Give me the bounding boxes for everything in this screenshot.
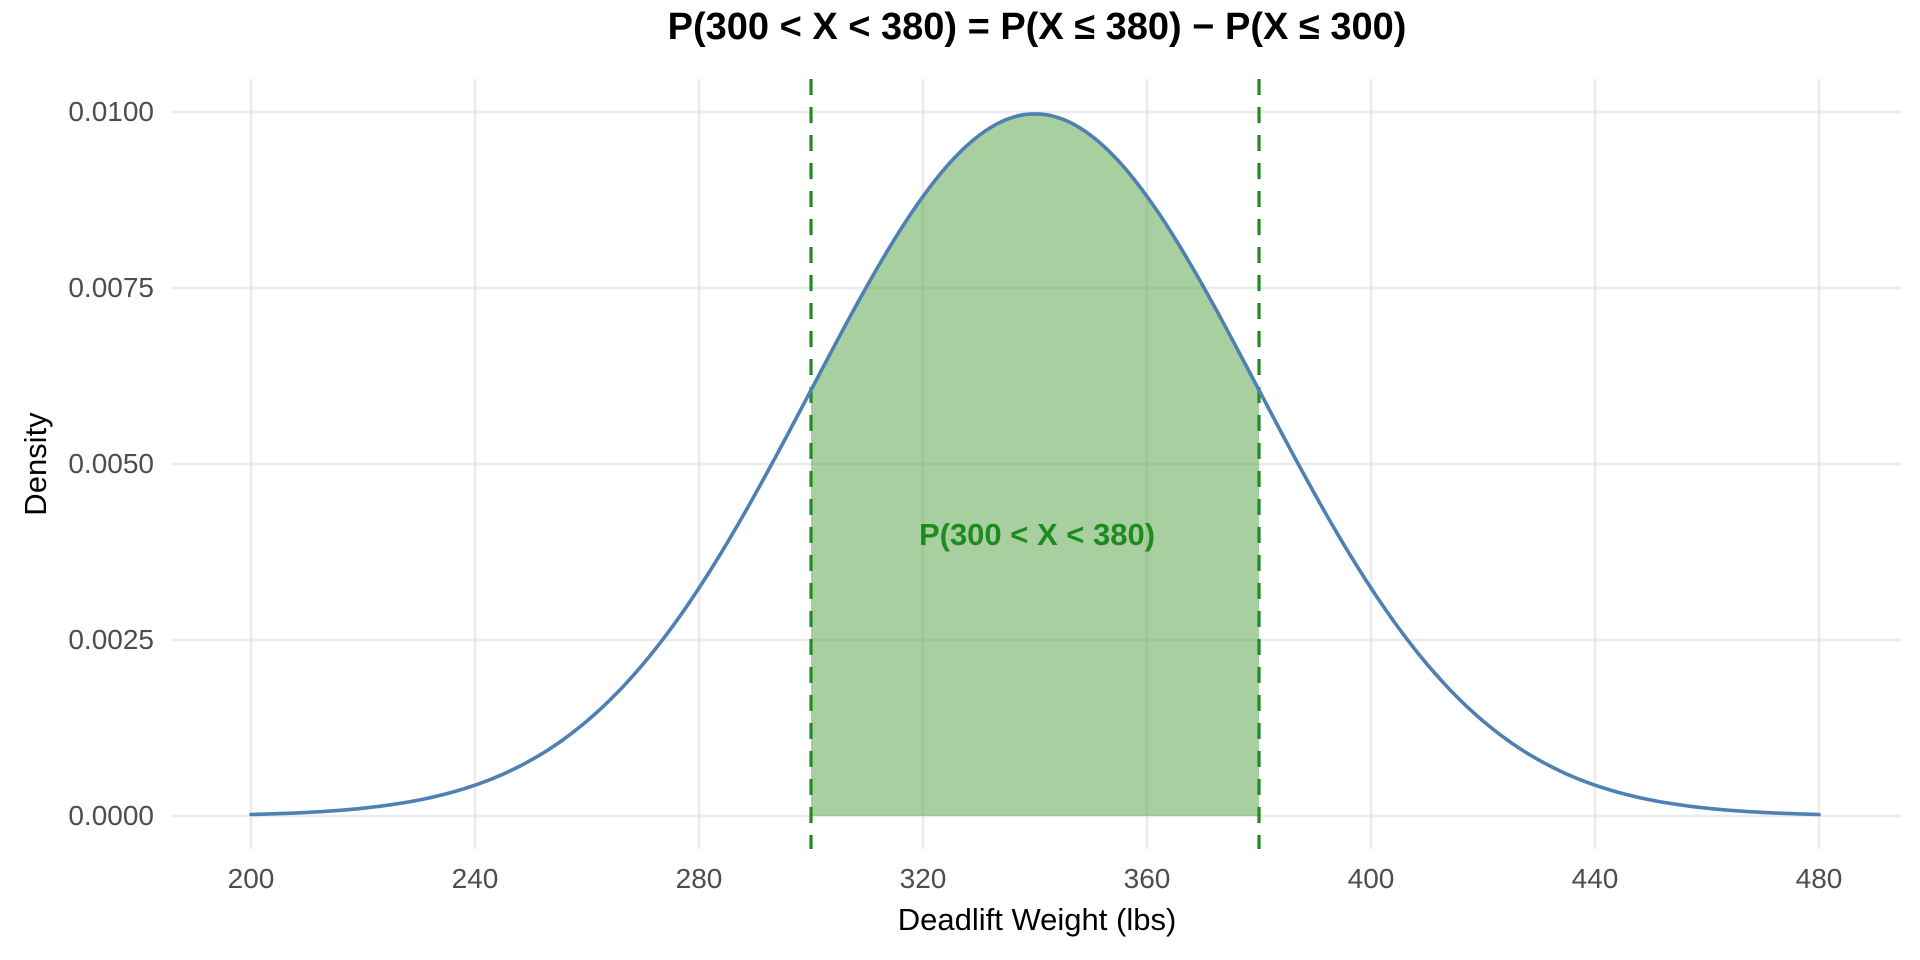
density-curve bbox=[249, 112, 1821, 817]
x-tick-label: 280 bbox=[675, 863, 723, 894]
x-tick-label: 440 bbox=[1571, 863, 1619, 894]
x-axis-title: Deadlift Weight (lbs) bbox=[897, 902, 1177, 937]
shaded-area bbox=[811, 113, 1259, 816]
x-tick-label: 400 bbox=[1347, 863, 1395, 894]
plot-title: P(300 < X < 380) = P(X ≤ 380) − P(X ≤ 30… bbox=[667, 6, 1407, 48]
x-tick-label: 240 bbox=[451, 863, 499, 894]
x-tick-label: 360 bbox=[1123, 863, 1171, 894]
shaded-region-label: P(300 < X < 380) bbox=[918, 517, 1156, 552]
y-tick-label: 0.0000 bbox=[68, 800, 154, 831]
x-tick-label: 320 bbox=[899, 863, 947, 894]
x-tick-label: 200 bbox=[227, 863, 275, 894]
probability-area bbox=[811, 113, 1259, 816]
normal-density-curve bbox=[249, 112, 1821, 817]
y-tick-label: 0.0075 bbox=[68, 272, 154, 303]
x-tick-label: 480 bbox=[1795, 863, 1843, 894]
gridlines bbox=[172, 79, 1902, 849]
y-tick-label: 0.0050 bbox=[68, 448, 154, 479]
y-tick-label: 0.0025 bbox=[68, 624, 154, 655]
y-tick-label: 0.0100 bbox=[68, 96, 154, 127]
